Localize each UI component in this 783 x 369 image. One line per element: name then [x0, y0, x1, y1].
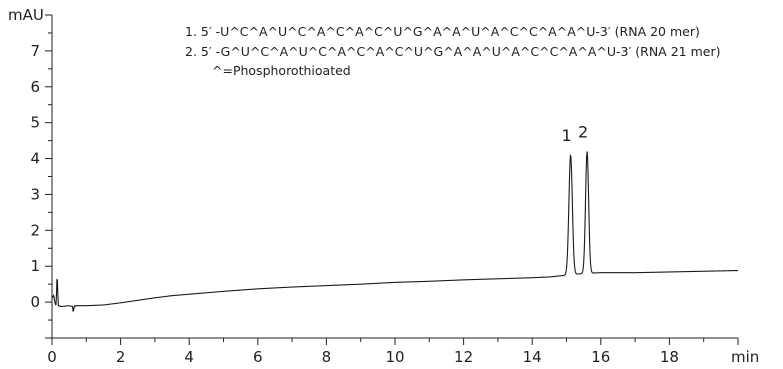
y-tick-label: 4	[30, 150, 40, 168]
chromatogram-trace	[51, 151, 739, 312]
x-tick-label: 10	[385, 348, 404, 366]
x-tick-label: 12	[454, 348, 473, 366]
y-tick-label: 0	[30, 293, 40, 311]
peak-label: 1	[562, 126, 572, 145]
legend-entry: ^=Phosphorothioated	[212, 63, 351, 78]
legend-entry: 1. 5′ -U^C^A^U^C^A^C^A^C^U^G^A^A^U^A^C^C…	[185, 24, 700, 39]
legend-entry: 2. 5′ -G^U^C^A^U^C^A^C^A^C^U^G^A^A^U^A^C…	[185, 44, 720, 59]
x-tick-label: 8	[322, 348, 332, 366]
y-axis-title: mAU	[8, 6, 44, 24]
y-tick-label: 3	[30, 185, 40, 203]
axes	[51, 15, 738, 339]
x-tick-label: 16	[591, 348, 610, 366]
x-tick-label: 0	[47, 348, 57, 366]
y-tick-label: 1	[30, 257, 40, 275]
x-tick-label: 4	[184, 348, 194, 366]
y-tick-label: 7	[30, 42, 40, 60]
y-tick-label: 2	[30, 221, 40, 239]
y-tick-label: 6	[30, 78, 40, 96]
y-tick-label: 5	[30, 114, 40, 132]
x-tick-label: 18	[660, 348, 679, 366]
x-tick-label: 14	[523, 348, 542, 366]
peak-label: 2	[578, 122, 588, 141]
legend: 1. 5′ -U^C^A^U^C^A^C^A^C^U^G^A^A^U^A^C^C…	[185, 24, 720, 78]
x-axis-title: min	[731, 348, 759, 366]
axis-ticks	[45, 14, 739, 345]
x-tick-label: 6	[253, 348, 263, 366]
x-tick-label: 2	[116, 348, 126, 366]
